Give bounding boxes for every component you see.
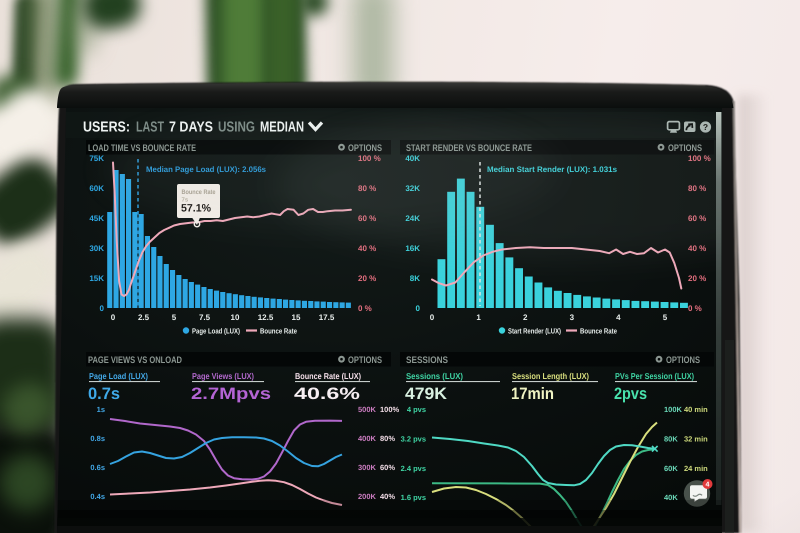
svg-text:60 %: 60 %	[688, 214, 706, 223]
svg-text:0: 0	[416, 304, 421, 313]
svg-text:OPTIONS: OPTIONS	[666, 355, 700, 366]
svg-text:60%: 60%	[380, 463, 395, 472]
svg-text:40 min: 40 min	[684, 405, 708, 414]
svg-text:OPTIONS: OPTIONS	[668, 143, 702, 154]
svg-text:3: 3	[570, 313, 575, 322]
svg-text:200K: 200K	[358, 492, 377, 501]
svg-text:LAST: LAST	[136, 120, 164, 136]
svg-text:400K: 400K	[358, 434, 377, 443]
svg-text:OPTIONS: OPTIONS	[348, 143, 382, 154]
svg-text:30K: 30K	[89, 244, 104, 253]
svg-text:40K: 40K	[664, 493, 678, 502]
svg-text:Bounce Rate: Bounce Rate	[260, 327, 297, 336]
svg-text:USING: USING	[218, 120, 255, 136]
svg-text:40%: 40%	[380, 492, 395, 501]
svg-text:80 %: 80 %	[358, 184, 376, 193]
svg-text:Start Render (LUX): Start Render (LUX)	[508, 327, 561, 336]
svg-text:100%: 100%	[380, 405, 400, 414]
svg-text:2pvs: 2pvs	[614, 385, 647, 403]
svg-text:17.5: 17.5	[319, 313, 335, 322]
svg-text:80%: 80%	[380, 434, 395, 443]
svg-text:20 %: 20 %	[358, 274, 376, 283]
svg-text:0: 0	[111, 313, 116, 322]
svg-text:Page Views (LUX): Page Views (LUX)	[192, 371, 254, 381]
svg-text:57.1%: 57.1%	[181, 203, 211, 215]
svg-text:4: 4	[616, 313, 621, 322]
svg-text:0.4s: 0.4s	[90, 492, 105, 501]
svg-text:16K: 16K	[405, 244, 420, 253]
svg-text:Session Length (LUX): Session Length (LUX)	[512, 371, 589, 381]
svg-text:100 %: 100 %	[688, 154, 711, 163]
svg-text:Median Start Render (LUX): 1.0: Median Start Render (LUX): 1.031s	[487, 165, 618, 174]
svg-text:1: 1	[476, 313, 481, 322]
svg-text:10: 10	[231, 313, 240, 322]
svg-text:32 min: 32 min	[684, 435, 708, 444]
svg-text:15K: 15K	[89, 274, 104, 283]
svg-text:START RENDER VS BOUNCE RATE: START RENDER VS BOUNCE RATE	[406, 143, 532, 154]
svg-text:0 %: 0 %	[688, 304, 702, 313]
svg-text:40 %: 40 %	[358, 244, 376, 253]
svg-text:8K: 8K	[410, 274, 420, 283]
svg-text:4: 4	[706, 482, 710, 489]
svg-text:Bounce Rate: Bounce Rate	[580, 327, 617, 336]
svg-text:5: 5	[172, 313, 177, 322]
svg-text:0.6s: 0.6s	[90, 463, 105, 472]
svg-text:2: 2	[523, 313, 528, 322]
svg-text:4 pvs: 4 pvs	[407, 405, 426, 414]
svg-text:Bounce Rate: Bounce Rate	[182, 189, 216, 196]
svg-text:1.6 pvs: 1.6 pvs	[401, 493, 426, 502]
svg-text:Bounce Rate (LUX): Bounce Rate (LUX)	[295, 371, 361, 381]
svg-text:80 %: 80 %	[688, 184, 706, 193]
svg-text:1s: 1s	[97, 405, 105, 414]
svg-text:0: 0	[100, 304, 105, 313]
svg-text:100 %: 100 %	[358, 154, 381, 163]
svg-text:40 %: 40 %	[688, 244, 706, 253]
svg-text:OPTIONS: OPTIONS	[348, 355, 382, 366]
svg-text:7 DAYS: 7 DAYS	[169, 120, 213, 136]
svg-text:?: ?	[703, 122, 708, 132]
svg-text:40K: 40K	[405, 154, 420, 163]
svg-text:LOAD TIME VS BOUNCE RATE: LOAD TIME VS BOUNCE RATE	[88, 143, 196, 154]
svg-text:3.2 pvs: 3.2 pvs	[401, 435, 426, 444]
svg-text:5: 5	[663, 313, 668, 322]
svg-text:USERS:: USERS:	[83, 120, 130, 136]
svg-text:Median Page Load (LUX): 2.056s: Median Page Load (LUX): 2.056s	[146, 165, 267, 174]
svg-text:24K: 24K	[405, 214, 420, 223]
svg-text:40.6%: 40.6%	[294, 385, 360, 403]
svg-text:500K: 500K	[358, 405, 377, 414]
svg-text:75K: 75K	[89, 154, 104, 163]
svg-text:Page Load (LUX): Page Load (LUX)	[192, 327, 240, 336]
svg-text:20 %: 20 %	[688, 274, 706, 283]
svg-text:100K: 100K	[664, 405, 683, 414]
svg-text:45K: 45K	[89, 214, 104, 223]
svg-text:2.5: 2.5	[138, 313, 150, 322]
svg-text:7.5: 7.5	[199, 313, 211, 322]
svg-text:0: 0	[430, 313, 435, 322]
svg-text:17min: 17min	[511, 385, 554, 403]
svg-text:Sessions (LUX): Sessions (LUX)	[406, 371, 463, 381]
svg-text:32K: 32K	[405, 184, 420, 193]
svg-text:15: 15	[292, 313, 301, 322]
svg-text:479K: 479K	[405, 385, 447, 403]
svg-text:2.7Mpvs: 2.7Mpvs	[191, 385, 271, 403]
svg-text:7s: 7s	[182, 197, 189, 204]
svg-text:0.8s: 0.8s	[90, 434, 105, 443]
svg-text:0 %: 0 %	[358, 304, 372, 313]
svg-text:60K: 60K	[664, 464, 678, 473]
svg-text:PAGE VIEWS VS ONLOAD: PAGE VIEWS VS ONLOAD	[88, 355, 182, 366]
svg-text:12.5: 12.5	[258, 313, 274, 322]
svg-text:80K: 80K	[664, 435, 678, 444]
svg-text:60K: 60K	[89, 184, 104, 193]
svg-text:2.4 pvs: 2.4 pvs	[401, 464, 426, 473]
svg-text:MEDIAN: MEDIAN	[260, 120, 304, 136]
svg-text:0.7s: 0.7s	[88, 385, 120, 403]
svg-text:Page Load (LUX): Page Load (LUX)	[89, 371, 148, 381]
svg-text:24 min: 24 min	[684, 464, 708, 473]
svg-text:PVs Per Session (LUX): PVs Per Session (LUX)	[615, 371, 694, 381]
svg-text:60 %: 60 %	[358, 214, 376, 223]
svg-text:SESSIONS: SESSIONS	[406, 355, 448, 366]
svg-text:300K: 300K	[358, 463, 377, 472]
